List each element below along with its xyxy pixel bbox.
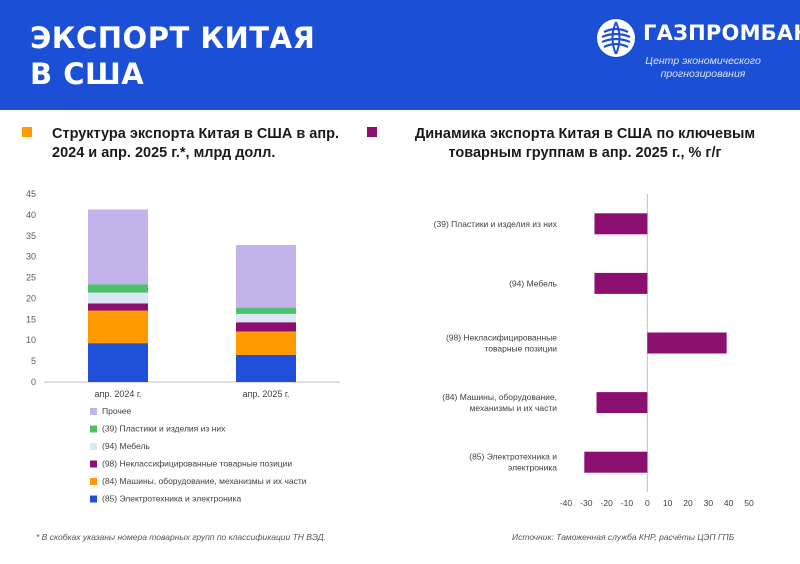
category-label: (84) Машины, оборудование, механизмы и их… — [442, 392, 557, 413]
x-tick-label: 30 — [704, 498, 714, 508]
stacked-bar-segment — [236, 244, 296, 308]
brand-name: ГАЗПРОМБАНК — [643, 21, 800, 45]
y-tick-label: 40 — [26, 210, 36, 220]
y-tick-label: 35 — [26, 231, 36, 241]
legend-swatch — [90, 443, 97, 450]
y-tick-label: 10 — [26, 335, 36, 345]
x-tick-label: 10 — [663, 498, 673, 508]
stacked-bar-segment — [88, 343, 148, 382]
legend-swatch — [90, 460, 97, 468]
stacked-bar-segment — [236, 322, 296, 332]
x-tick-label: -30 — [580, 498, 593, 508]
brand-subtitle: Центр экономического прогнозирования — [645, 55, 761, 80]
legend-label: (98) Неклассифицированные товарные позиц… — [102, 459, 292, 469]
x-tick-label: апр. 2025 г. — [242, 389, 289, 399]
legend-swatch — [90, 495, 97, 503]
source-note: Источник: Таможенная служба КНР, расчёты… — [512, 532, 735, 542]
header-banner: ЭКСПОРТ КИТАЯ В США ГАЗПРОМБАНК Центр эк… — [0, 0, 800, 110]
y-tick-label: 25 — [26, 273, 36, 283]
hbar — [596, 392, 648, 414]
title-line-2: В США — [30, 57, 145, 91]
stacked-bar-segment — [88, 284, 148, 293]
x-tick-label: -40 — [560, 498, 573, 508]
y-tick-label: 30 — [26, 252, 36, 262]
x-tick-label: -10 — [621, 498, 634, 508]
y-tick-label: 5 — [31, 356, 36, 366]
x-tick-label: 40 — [724, 498, 734, 508]
x-tick-label: -20 — [601, 498, 614, 508]
legend-label: (94) Мебель — [102, 441, 150, 451]
y-tick-label: 45 — [26, 189, 36, 199]
stacked-bar-segment — [88, 303, 148, 311]
stacked-bar-segment — [236, 354, 296, 382]
footnote: * В скобках указаны номера товарных груп… — [36, 532, 326, 542]
hbar — [647, 332, 727, 354]
x-tick-label: 0 — [645, 498, 650, 508]
x-tick-label: апр. 2024 г. — [94, 389, 141, 399]
hbar — [594, 213, 648, 235]
y-tick-label: 0 — [31, 377, 36, 387]
right-section-marker — [367, 127, 377, 137]
stacked-bar-segment — [236, 313, 296, 323]
stacked-bar-segment — [236, 307, 296, 314]
stacked-bar-segment — [88, 310, 148, 344]
legend-label: Прочее — [102, 406, 132, 416]
y-tick-label: 20 — [26, 293, 36, 303]
stacked-bar-chart: 0 5 10 15 20 25 30 35 40 45 апр. 2024 г. апр. 2025 … — [26, 189, 340, 504]
x-tick-label: 20 — [683, 498, 693, 508]
left-section-title: Структура экспорта Китая в США в апр. 20… — [52, 126, 340, 161]
x-tick-label: 50 — [744, 498, 754, 508]
stacked-bar-segment — [88, 292, 148, 304]
left-section-marker — [22, 127, 32, 137]
category-label: (98) Некласифицированные товарные позиции — [446, 333, 557, 354]
category-label: (39) Пластики и изделия из них — [434, 219, 558, 229]
hbar — [584, 451, 648, 473]
legend-swatch — [90, 425, 97, 433]
page-title: ЭКСПОРТ КИТАЯ В США — [30, 20, 315, 92]
stacked-bar-segment — [88, 209, 148, 285]
legend-swatch — [90, 478, 97, 485]
legend-label: (85) Электротехника и электроника — [102, 494, 241, 504]
legend-swatch — [90, 408, 97, 415]
title-line-1: ЭКСПОРТ КИТАЯ — [30, 21, 316, 55]
gazprombank-logo-icon — [597, 19, 635, 57]
legend-label: (39) Пластики и изделия из них — [102, 424, 226, 434]
y-tick-label: 15 — [26, 314, 36, 324]
stacked-bar-segment — [236, 331, 296, 355]
category-label: (94) Мебель — [509, 278, 557, 288]
horizontal-bar-chart: (39) Пластики и изделия из них (94) Мебел… — [434, 194, 754, 508]
hbar — [594, 272, 648, 294]
legend-label: (84) Машины, оборудование, механизмы и и… — [102, 476, 307, 486]
right-section-title: Динамика экспорта Китая в США по ключевы… — [414, 126, 756, 161]
category-label: (85) Электротехника и электроника — [469, 452, 557, 473]
